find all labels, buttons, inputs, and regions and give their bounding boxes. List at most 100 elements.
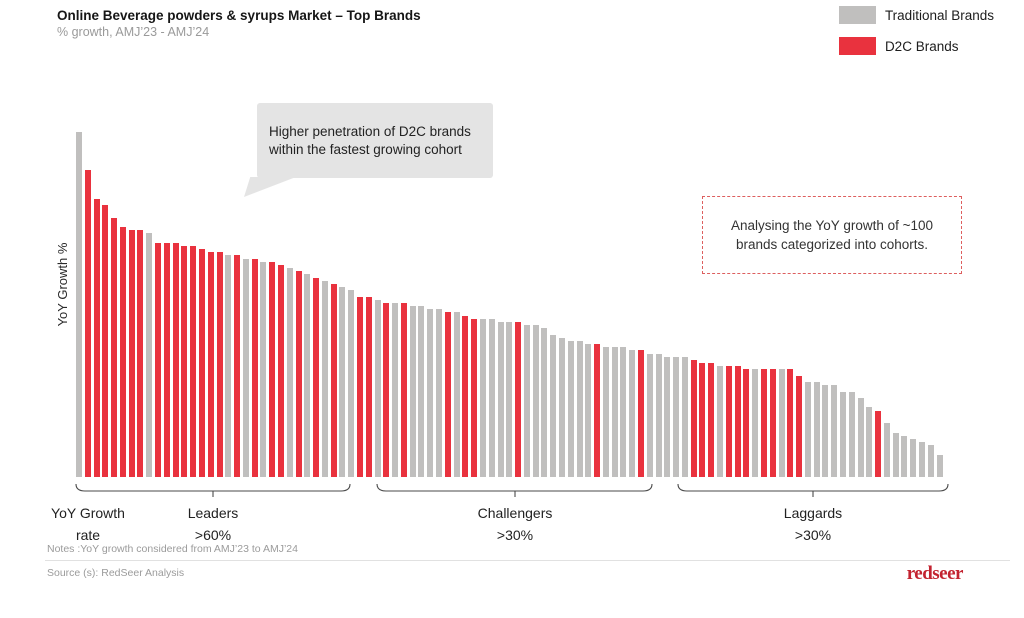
bar — [699, 363, 706, 477]
bar-chart — [76, 132, 943, 477]
cohort-name: Laggards — [783, 505, 843, 521]
bar — [866, 407, 873, 477]
bar — [743, 369, 750, 477]
cohort-name: Challengers — [477, 505, 553, 521]
bar — [277, 264, 284, 477]
bar — [321, 280, 328, 477]
bar — [558, 337, 565, 477]
bar — [471, 318, 478, 477]
bar — [462, 315, 469, 477]
bar — [778, 369, 785, 477]
legend-label-d2c: D2C Brands — [884, 38, 959, 54]
bar — [594, 344, 601, 477]
bar — [734, 366, 741, 477]
page-title: Online Beverage powders & syrups Market … — [57, 8, 421, 23]
bar — [646, 353, 653, 477]
cohort-threshold: >30% — [496, 527, 534, 543]
bar — [892, 432, 899, 477]
bar — [207, 252, 214, 477]
legend-label-traditional: Traditional Brands — [884, 7, 994, 23]
bar — [172, 242, 179, 477]
legend-swatch-traditional — [838, 6, 876, 24]
bar — [708, 363, 715, 477]
bar — [717, 366, 724, 477]
legend-row-traditional: Traditional Brands — [838, 6, 994, 24]
bar — [875, 410, 882, 477]
dashed-note-box: Analysing the YoY growth of ~100 brands … — [702, 196, 962, 274]
bar — [313, 277, 320, 477]
x-axis-caption-line-2: rate — [75, 527, 101, 543]
legend-row-d2c: D2C Brands — [838, 37, 994, 55]
bar — [444, 312, 451, 477]
bar — [339, 287, 346, 477]
bar — [137, 230, 144, 477]
callout-line-1: Higher penetration of D2C brands — [269, 123, 471, 139]
bar — [111, 217, 118, 477]
bar — [365, 296, 372, 477]
bar — [532, 325, 539, 477]
bar — [76, 132, 82, 477]
bar — [541, 328, 548, 477]
bar — [752, 369, 759, 477]
bar — [936, 454, 943, 477]
bar — [155, 242, 162, 477]
bar — [655, 353, 662, 477]
bar — [269, 261, 276, 477]
bar — [515, 321, 522, 477]
bar — [760, 369, 767, 477]
bar — [93, 198, 100, 477]
bar — [286, 268, 293, 477]
cohort-threshold: >30% — [794, 527, 832, 543]
bar — [436, 309, 443, 477]
bar — [488, 318, 495, 477]
notes-text: Notes :YoY growth considered from AMJ’23… — [47, 543, 298, 555]
bar — [357, 296, 363, 477]
cohort-brackets — [75, 483, 949, 497]
bar — [304, 274, 311, 477]
bar — [664, 356, 671, 477]
x-axis-caption: YoY Growth rate — [30, 505, 146, 549]
bar — [831, 385, 838, 477]
bar — [295, 271, 302, 477]
bar — [725, 366, 732, 477]
bar — [602, 347, 609, 477]
redseer-logo: redseer — [906, 563, 964, 584]
bar — [216, 252, 223, 477]
cohort-threshold: >60% — [194, 527, 232, 543]
bar — [523, 325, 530, 477]
bar — [497, 321, 504, 477]
bar — [84, 170, 91, 477]
bar — [330, 283, 337, 477]
footer-divider — [45, 560, 1010, 561]
bar — [260, 261, 267, 477]
bar — [901, 435, 908, 477]
chart-legend: Traditional Brands D2C Brands — [838, 6, 994, 68]
bar — [119, 227, 126, 477]
bar — [383, 302, 390, 477]
callout-line-2: within the fastest growing cohort — [269, 141, 462, 157]
bar — [418, 306, 425, 477]
bar — [242, 258, 249, 477]
bar — [479, 318, 486, 477]
bar — [506, 321, 513, 477]
bar — [822, 385, 829, 477]
bar — [839, 391, 846, 477]
callout-bubble: Higher penetration of D2C brands within … — [257, 103, 493, 178]
dashed-note-line-2: brands categorized into cohorts. — [735, 237, 929, 252]
bar — [374, 299, 381, 477]
bar — [453, 312, 460, 477]
bar — [585, 344, 592, 477]
bar — [910, 439, 917, 477]
cohort-label-leaders: Leaders >60% — [148, 505, 278, 543]
bar — [611, 347, 618, 477]
bar — [638, 350, 644, 477]
bar — [146, 233, 153, 477]
page-subtitle: % growth, AMJ’23 - AMJ’24 — [57, 25, 210, 39]
bar — [190, 246, 197, 477]
bar — [348, 290, 355, 477]
bar — [234, 255, 241, 477]
bar — [102, 204, 109, 477]
bar — [409, 306, 416, 477]
bar — [927, 445, 934, 477]
bar — [400, 302, 407, 477]
